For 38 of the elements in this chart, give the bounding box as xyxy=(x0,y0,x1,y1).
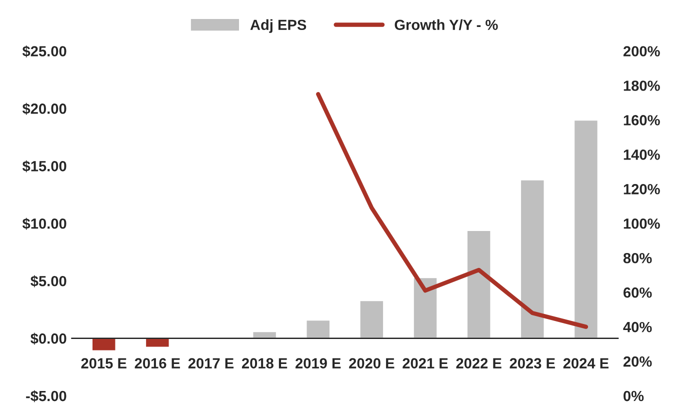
line-series xyxy=(316,92,588,329)
y2-tick-label: 0% xyxy=(624,390,644,402)
x-tick-label: 2017 E xyxy=(188,358,234,368)
y2-tick-label: 60% xyxy=(624,287,652,298)
bar xyxy=(412,276,438,339)
bar xyxy=(466,230,492,339)
legend-label: Growth Y/Y - % xyxy=(394,19,498,30)
y2-tick-label: 180% xyxy=(624,80,660,91)
bar xyxy=(91,338,117,352)
y2-tick-label: 100% xyxy=(624,218,660,229)
y-tick-label: $25.00 xyxy=(22,45,66,58)
y-tick-label: $20.00 xyxy=(22,102,66,115)
x-tick-label: 2021 E xyxy=(402,358,448,368)
legend-label: Adj EPS xyxy=(250,19,306,33)
x-tick-label: 2024 E xyxy=(563,358,609,368)
x-tick-label: 2018 E xyxy=(242,358,288,368)
x-tick-label: 2023 E xyxy=(510,358,555,368)
y2-tick-label: 160% xyxy=(624,115,660,126)
bar xyxy=(573,119,599,339)
bar xyxy=(305,319,331,339)
x-tick-label: 2015 E xyxy=(81,358,126,368)
y-tick-label: $15.00 xyxy=(22,160,66,172)
y-tick-label: $10.00 xyxy=(22,218,66,230)
bar xyxy=(520,179,546,339)
y2-tick-label: 200% xyxy=(623,46,660,56)
x-tick-label: 2019 E xyxy=(296,358,341,368)
y2-tick-label: 40% xyxy=(623,322,652,332)
x-tick-label: 2016 E xyxy=(134,358,180,368)
y2-tick-label: 140% xyxy=(624,150,660,160)
y-tick-label: -$5.00 xyxy=(26,390,66,402)
y2-tick-label: 80% xyxy=(623,252,652,264)
x-tick-label: 2022 E xyxy=(456,358,502,368)
x-tick-label: 2020 E xyxy=(349,358,394,368)
y2-tick-label: 120% xyxy=(624,184,660,194)
y-tick-label: $5.00 xyxy=(30,275,66,288)
y2-tick-label: 20% xyxy=(623,356,652,367)
y-tick-label: $0.00 xyxy=(30,332,66,345)
bar xyxy=(358,300,384,339)
